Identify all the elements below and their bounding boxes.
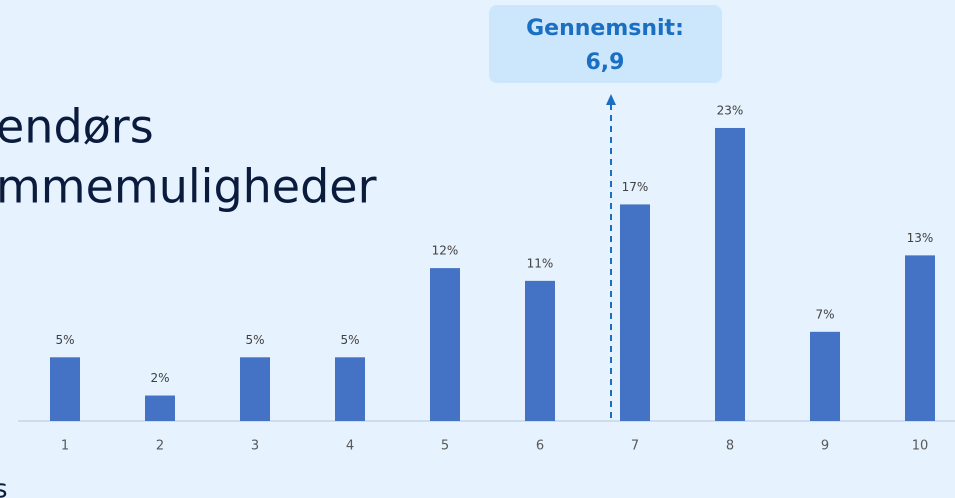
- bar: [525, 280, 555, 421]
- x-tick-label: 4: [346, 439, 354, 454]
- value-label: 13%: [907, 231, 934, 245]
- bar: [145, 395, 175, 421]
- x-tick-label: 7: [631, 439, 639, 454]
- title-line: endørs: [0, 100, 154, 154]
- annotation-title: Gennemsnit:: [526, 16, 684, 41]
- value-label: 17%: [622, 180, 649, 194]
- value-label: 5%: [55, 333, 74, 347]
- bar: [905, 255, 935, 421]
- x-tick-label: 10: [912, 439, 929, 454]
- value-label: 7%: [815, 307, 834, 321]
- footnote: s: [0, 475, 8, 498]
- x-tick-label: 2: [156, 439, 164, 454]
- value-label: 5%: [245, 333, 264, 347]
- x-tick-label: 3: [251, 439, 259, 454]
- x-tick-label: 9: [821, 439, 829, 454]
- annotation-box: [489, 5, 722, 83]
- value-label: 5%: [340, 333, 359, 347]
- title-line: mmemuligheder: [0, 160, 377, 214]
- value-label: 12%: [432, 244, 459, 258]
- value-label: 2%: [150, 371, 169, 385]
- bar: [240, 357, 270, 421]
- bar: [335, 357, 365, 421]
- value-label: 23%: [717, 103, 744, 117]
- bar: [715, 127, 745, 421]
- x-tick-label: 5: [441, 439, 449, 454]
- bar: [810, 331, 840, 421]
- value-label: 11%: [527, 256, 554, 270]
- x-tick-label: 1: [61, 439, 69, 454]
- annotation-value: 6,9: [586, 50, 625, 75]
- x-tick-label: 6: [536, 439, 544, 454]
- bar: [50, 357, 80, 421]
- bar: [620, 204, 650, 421]
- x-tick-label: 8: [726, 439, 734, 454]
- average-arrow: [606, 94, 616, 105]
- bar: [430, 268, 460, 421]
